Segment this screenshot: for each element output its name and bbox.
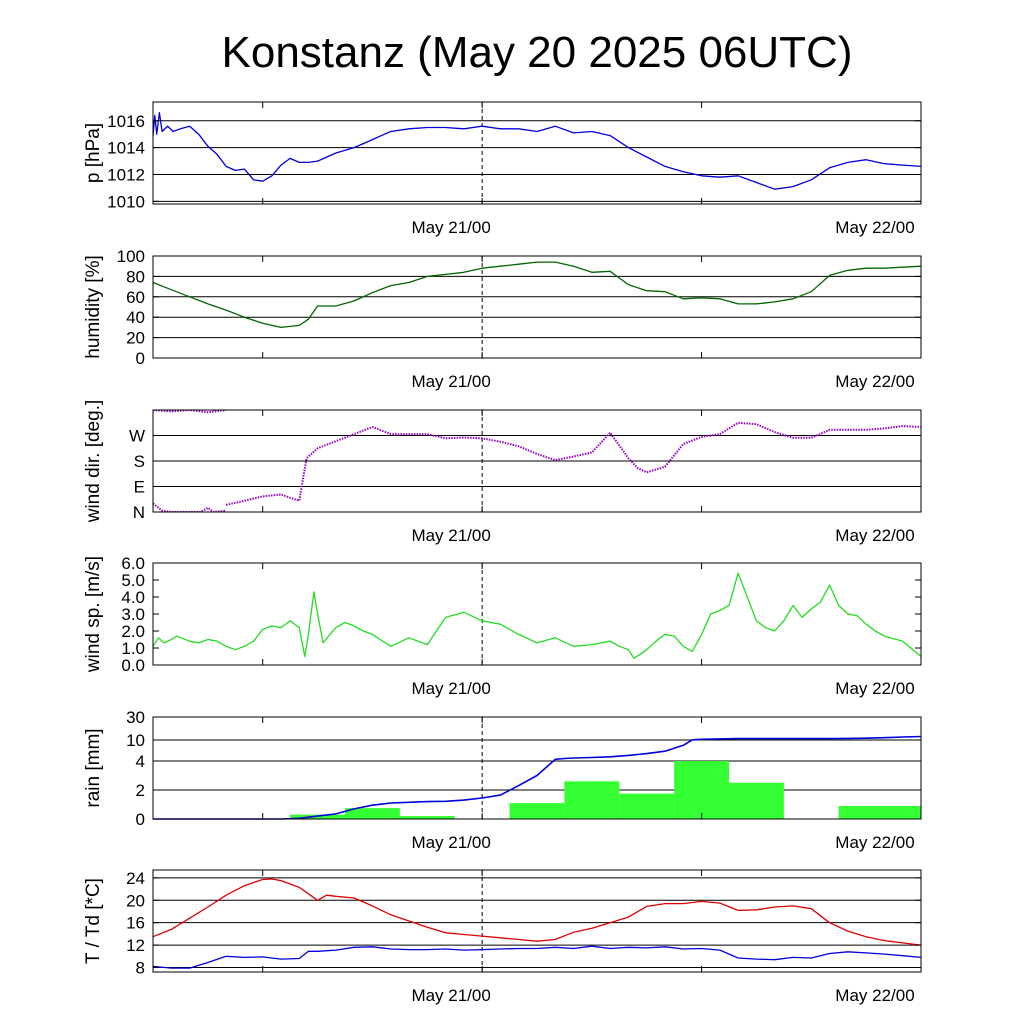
- x-tick-label: May 21/00: [411, 218, 490, 237]
- y-tick-label: 30: [126, 708, 145, 727]
- x-tick-label: May 22/00: [835, 526, 914, 545]
- y-tick-label: 20: [126, 891, 145, 910]
- y-tick-label: 2: [136, 781, 145, 800]
- wind-speed-line: [152, 572, 922, 659]
- humidity-line: [152, 261, 922, 329]
- y-tick-label: 5.0: [121, 571, 145, 590]
- y-axis-label: wind dir. [deg.]: [83, 400, 104, 524]
- y-tick-label: W: [129, 427, 145, 446]
- rain-accumulation-line: [153, 735, 922, 820]
- series-td-line: [152, 945, 922, 969]
- panel-temperature: 8 12 16 20 24 T / Td [*C] May 21/00 May 22/00: [83, 869, 922, 1005]
- y-axis-label: humidity [%]: [83, 255, 104, 358]
- rain-bar: [399, 816, 455, 819]
- y-tick-label: 3.0: [121, 605, 145, 624]
- x-tick-label: May 22/00: [835, 833, 914, 852]
- rain-bar: [674, 761, 729, 819]
- x-tick-label: May 21/00: [411, 526, 490, 545]
- x-tick-label: May 22/00: [835, 679, 914, 698]
- panel-frame: [152, 869, 922, 973]
- y-tick-label: 100: [117, 247, 145, 266]
- y-tick-label: 16: [126, 914, 145, 933]
- rain-bar: [509, 803, 565, 819]
- y-axis-label: p [hPa]: [83, 123, 104, 183]
- x-tick-label: May 22/00: [835, 986, 914, 1005]
- y-tick-label: 2.0: [121, 622, 145, 641]
- y-tick-label: 12: [126, 936, 145, 955]
- y-tick-label: 4: [136, 752, 145, 771]
- rain-bar: [619, 793, 675, 819]
- y-tick-label: 20: [126, 329, 145, 348]
- y-tick-label: S: [134, 452, 145, 471]
- panel-frame: [152, 716, 922, 820]
- y-tick-label: 80: [126, 267, 145, 286]
- series-t-line: [152, 878, 922, 946]
- y-axis-label: wind sp. [m/s]: [83, 556, 104, 673]
- chart-title: Konstanz (May 20 2025 06UTC): [222, 28, 853, 77]
- y-tick-label: E: [134, 478, 145, 497]
- y-tick-label: 1.0: [121, 639, 145, 658]
- y-tick-label: 8: [136, 959, 145, 978]
- y-tick-label: 6.0: [121, 554, 145, 573]
- y-tick-label: 40: [126, 308, 145, 327]
- x-tick-label: May 21/00: [411, 679, 490, 698]
- y-tick-label: 1010: [107, 192, 145, 211]
- y-tick-label: 1014: [107, 139, 145, 158]
- rain-bar: [729, 782, 784, 819]
- rain-bar: [564, 781, 620, 819]
- x-tick-label: May 22/00: [835, 218, 914, 237]
- y-tick-label: 0: [136, 349, 145, 368]
- x-tick-label: May 21/00: [411, 833, 490, 852]
- rain-bar: [345, 808, 400, 819]
- x-tick-label: May 22/00: [835, 372, 914, 391]
- panel-frame: [152, 255, 922, 359]
- y-tick-label: 10: [126, 731, 145, 750]
- panel-rain: 0 2 4 10 30 rain [mm] May 21/00 May 22/00: [83, 708, 922, 852]
- wind-dir-dots: [225, 421, 921, 506]
- y-tick-label: 1016: [107, 112, 145, 131]
- panel-frame: [152, 101, 922, 205]
- panel-wind-speed: 0.01.02.03.04.05.06.0 wind sp. [m/s] May 2…: [83, 554, 922, 698]
- wind-dir-series: [153, 410, 921, 512]
- x-tick-label: May 21/00: [411, 986, 490, 1005]
- y-tick-label: 1012: [107, 165, 145, 184]
- y-tick-label: 0.0: [121, 656, 145, 675]
- wind-dir-dots: [153, 502, 227, 512]
- x-tick-label: May 21/00: [411, 372, 490, 391]
- y-tick-label: 24: [126, 869, 145, 888]
- wind-dir-dots: [153, 410, 227, 414]
- y-axis-label: T / Td [*C]: [83, 878, 104, 964]
- y-tick-label: 4.0: [121, 588, 145, 607]
- y-axis-label: rain [mm]: [83, 728, 104, 807]
- rain-bar: [838, 805, 921, 819]
- y-tick-label: N: [133, 503, 145, 522]
- pressure-line: [152, 112, 922, 190]
- y-tick-label: 60: [126, 288, 145, 307]
- y-tick-label: 0: [136, 810, 145, 829]
